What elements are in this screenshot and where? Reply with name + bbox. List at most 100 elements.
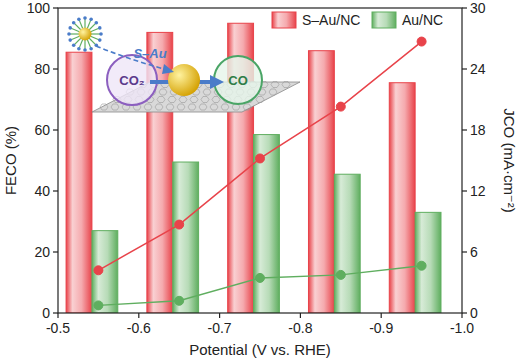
y2-tick: [462, 68, 467, 69]
y2-tick-label: 6: [470, 244, 478, 260]
ligand-head: [77, 47, 81, 51]
ligand: [91, 36, 99, 39]
bar: [415, 212, 441, 313]
ligand-head: [99, 32, 103, 36]
hexagon: [179, 97, 187, 103]
hexagon: [271, 82, 279, 88]
plot-frame: [58, 8, 462, 313]
hexagon: [177, 104, 185, 110]
y2-tick-label: 0: [470, 305, 478, 321]
y-tick-label: 20: [34, 244, 50, 260]
co-bubble: [214, 56, 262, 104]
hexagon: [199, 104, 207, 110]
bar: [389, 83, 415, 313]
ligand-head: [72, 44, 76, 48]
x-tick-label: -0.7: [208, 320, 232, 336]
ligand: [87, 40, 90, 48]
hexagon: [282, 82, 290, 88]
y-tick-label: 40: [34, 183, 50, 199]
hexagon: [188, 104, 196, 110]
line: S–Au/NC: [98, 42, 421, 271]
ligand-head: [89, 47, 93, 51]
hexagon: [201, 97, 209, 103]
line: Au/NC: [98, 266, 421, 306]
marker: [94, 266, 103, 275]
y2-tick: [462, 251, 467, 252]
bar: [92, 231, 118, 313]
x-tick: [219, 313, 220, 318]
hexagon: [144, 104, 152, 110]
annotation: S–Au: [133, 46, 166, 61]
y2-tick-label: 30: [470, 0, 486, 16]
hexagon: [155, 104, 163, 110]
ligand: [70, 33, 79, 34]
chart: S–AuCO₂COS–Au/NCAu/NC-0.5-0.6-0.7-0.8-0.…: [0, 0, 520, 360]
ligand: [74, 38, 80, 44]
hexagon: [269, 89, 277, 95]
ligand: [89, 38, 95, 44]
hexagon: [221, 104, 229, 110]
y-tick: [53, 251, 58, 252]
marker: [94, 301, 103, 310]
ligand: [79, 20, 82, 28]
ligand-head: [68, 26, 72, 30]
marker: [417, 261, 426, 270]
ligand: [89, 23, 95, 29]
ligand-head: [77, 17, 81, 21]
ligand: [79, 40, 82, 48]
y2-tick-label: 12: [470, 183, 486, 199]
y2-tick-label: 18: [470, 122, 486, 138]
marker: [175, 296, 184, 305]
x-tick: [381, 313, 382, 318]
ligand: [91, 33, 100, 34]
ligand: [91, 28, 99, 31]
ligand-head: [95, 21, 99, 25]
hexagon: [168, 97, 176, 103]
gold-particle: [168, 64, 200, 96]
hexagon: [210, 104, 218, 110]
x-tick-label: -0.9: [369, 320, 393, 336]
ligand-head: [67, 32, 71, 36]
legend: S–Au/NC Au/NC: [272, 12, 443, 28]
ligand: [87, 20, 90, 28]
y-tick: [53, 68, 58, 69]
plot-area: [66, 23, 441, 313]
arrow-head: [210, 75, 224, 89]
legend-label: Au/NC: [402, 12, 443, 28]
bar: [66, 52, 92, 313]
x-tick-label: -0.5: [46, 320, 70, 336]
illustration: [67, 16, 300, 112]
y-tick: [53, 129, 58, 130]
dashed-arrow: [96, 46, 168, 70]
y-tick-label: 80: [34, 61, 50, 77]
hexagon: [111, 104, 119, 110]
x-tick-label: -0.8: [288, 320, 312, 336]
y2-tick: [462, 312, 467, 313]
legend-swatch: [272, 12, 296, 28]
hexagon: [203, 89, 211, 95]
x-tick: [57, 313, 58, 318]
ligand-head: [83, 16, 87, 20]
ligand-head: [72, 21, 76, 25]
x-axis-title: Potential (V vs. RHE): [189, 341, 331, 358]
hexagon: [190, 97, 198, 103]
y-tick: [53, 190, 58, 191]
ligand-head: [98, 38, 102, 42]
annotation: CO₂: [119, 73, 145, 88]
x-tick: [300, 313, 301, 318]
seed-particle: [79, 28, 92, 41]
x-tick: [138, 313, 139, 318]
y-axis-title: FECO (%): [2, 126, 19, 195]
hexagon: [212, 97, 220, 103]
bar: [173, 162, 199, 313]
legend-swatch: [372, 12, 396, 28]
y2-tick: [462, 190, 467, 191]
ligand-head: [89, 17, 93, 21]
arrow-head: [162, 64, 174, 74]
y2-tick: [462, 129, 467, 130]
y-tick-label: 60: [34, 122, 50, 138]
marker: [256, 273, 265, 282]
legend-label: S–Au/NC: [302, 12, 360, 28]
ligand: [71, 28, 79, 31]
y-tick-label: 100: [27, 0, 51, 16]
